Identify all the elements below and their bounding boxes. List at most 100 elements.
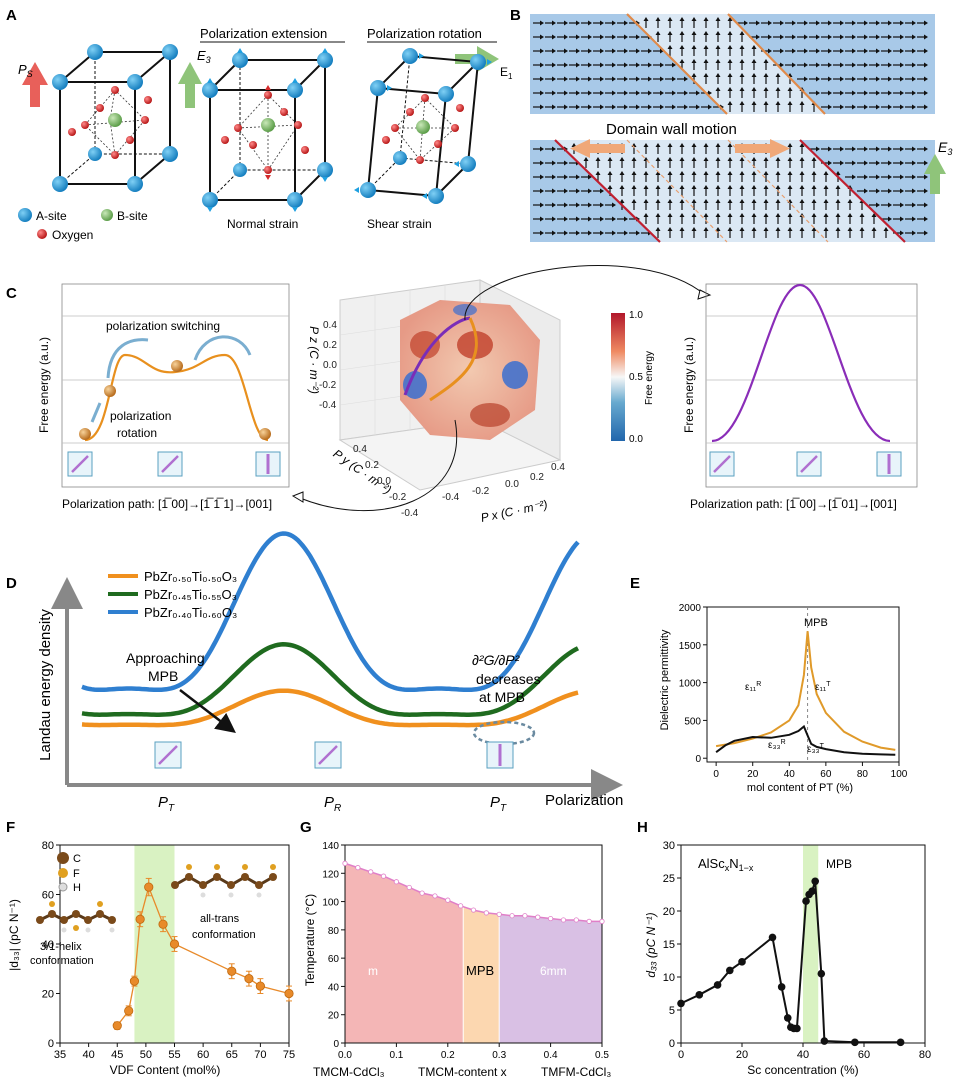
c-connector-top-head bbox=[697, 289, 712, 300]
data-point bbox=[768, 933, 777, 942]
panel-c: C Free energy (a.u.) polarization switch… bbox=[6, 265, 918, 525]
dipole-arrowhead bbox=[787, 87, 793, 91]
dipole-arrowhead bbox=[852, 104, 856, 110]
svg-text:0.0: 0.0 bbox=[505, 479, 519, 490]
dipole-arrowhead bbox=[888, 216, 892, 222]
e3-arrow-b bbox=[924, 154, 946, 194]
dipole-arrowhead bbox=[859, 227, 865, 231]
chart-h: 0 20 40 60 80 0 5 10 15 20 25 30 bbox=[663, 840, 931, 1061]
d-approaching-1: Approaching bbox=[126, 650, 205, 666]
dipole-arrowhead bbox=[552, 48, 556, 54]
data-point bbox=[802, 897, 810, 905]
dipole-arrowhead bbox=[924, 230, 928, 236]
y-tick-label: 100 bbox=[322, 898, 339, 909]
dipole-arrowhead bbox=[852, 48, 856, 54]
dipole-arrowhead bbox=[552, 202, 556, 208]
legend-a: A-site B-site Oxygen bbox=[18, 208, 148, 242]
dipole-arrowhead bbox=[852, 20, 856, 26]
trans-label-1: all-trans bbox=[200, 913, 240, 925]
dipole-arrowhead bbox=[823, 227, 829, 231]
dipole-arrowhead bbox=[883, 227, 889, 231]
g-ylabel: Temperature (°C) bbox=[303, 894, 317, 986]
dipole-arrowhead bbox=[660, 104, 664, 110]
dipole-arrowhead bbox=[828, 160, 832, 166]
dipole-arrowhead bbox=[540, 76, 544, 82]
dipole-arrowhead bbox=[828, 20, 832, 26]
y-tick-label: 1500 bbox=[679, 641, 702, 652]
y-tick-label: 60 bbox=[42, 890, 54, 902]
dipole-arrowhead bbox=[631, 171, 637, 175]
legend-b-site: B-site bbox=[117, 209, 148, 223]
transition-point bbox=[342, 860, 348, 866]
dipole-arrowhead bbox=[924, 174, 928, 180]
dipole-arrowhead bbox=[847, 199, 853, 203]
dipole-arrowhead bbox=[667, 45, 673, 49]
x-tick-label: 0.0 bbox=[338, 1050, 352, 1061]
dipole-arrowhead bbox=[751, 199, 757, 203]
dipole-arrowhead bbox=[924, 146, 928, 152]
c-switch-arrow-right bbox=[193, 335, 252, 361]
svg-text:0.2: 0.2 bbox=[530, 472, 544, 483]
c-left-ylabel: Free energy (a.u.) bbox=[37, 337, 51, 433]
dipole-arrowhead bbox=[715, 73, 721, 77]
dipole-arrowhead bbox=[703, 143, 709, 147]
dipole-arrowhead bbox=[612, 34, 616, 40]
x-tick-label: 40 bbox=[83, 1049, 95, 1061]
c-rotation-arrow bbox=[90, 402, 102, 423]
dipole-arrowhead bbox=[595, 157, 601, 161]
dipole-arrowhead bbox=[859, 213, 865, 217]
svg-text:-0.4: -0.4 bbox=[401, 508, 419, 519]
dipole-arrowhead bbox=[763, 199, 769, 203]
data-point bbox=[738, 958, 746, 966]
c-right-cube-icons bbox=[709, 451, 902, 477]
transition-point bbox=[458, 903, 464, 909]
dipole-arrowhead bbox=[655, 185, 661, 189]
pz-axis-label: P z (C · m⁻²) bbox=[307, 326, 321, 394]
domain-wall-bottom-2 bbox=[799, 139, 906, 243]
dipole-arrowhead bbox=[691, 227, 697, 231]
panel-f: F 35 40 45 50 55 60 65 70 75 0 20 40 60 80 |d₃₃| (pC … bbox=[6, 819, 295, 1077]
dipole-arrowhead bbox=[823, 213, 829, 217]
dipole-arrowhead bbox=[564, 34, 568, 40]
dipole-arrowhead bbox=[900, 76, 904, 82]
y-tick-label: 5 bbox=[669, 1005, 675, 1017]
dipole-arrowhead bbox=[816, 20, 820, 26]
y-tick-label: 20 bbox=[663, 906, 675, 918]
domain-top-vertical-region bbox=[627, 14, 825, 114]
dipole-arrowhead bbox=[888, 34, 892, 40]
dipole-arrowhead bbox=[679, 17, 685, 21]
y-tick-label: 20 bbox=[328, 1011, 340, 1022]
dipole-arrowhead bbox=[912, 20, 916, 26]
dipole-arrowhead bbox=[900, 20, 904, 26]
dipole-arrowhead bbox=[715, 31, 721, 35]
dipole-arrowhead bbox=[876, 104, 880, 110]
x-tick-label: 35 bbox=[54, 1049, 66, 1061]
dipole-arrowhead bbox=[648, 76, 652, 82]
dipole-arrowhead bbox=[631, 185, 637, 189]
dipole-arrowhead bbox=[624, 62, 628, 68]
dipole-arrowhead bbox=[811, 171, 817, 175]
data-point bbox=[158, 919, 168, 929]
h-xlabel: Sc concentration (%) bbox=[747, 1063, 858, 1077]
dipole-arrowhead bbox=[643, 143, 649, 147]
dipole-arrowhead bbox=[576, 48, 580, 54]
dipole-arrowhead bbox=[588, 20, 592, 26]
dipole-arrowhead bbox=[540, 48, 544, 54]
transition-point bbox=[406, 884, 412, 891]
x-tick-label: 55 bbox=[168, 1049, 180, 1061]
h-compound: AlScxN1−x bbox=[698, 856, 754, 873]
dipole-arrowhead bbox=[924, 20, 928, 26]
dipole-arrowhead bbox=[715, 213, 721, 217]
dipole-arrowhead bbox=[864, 146, 868, 152]
c-connector-top bbox=[464, 265, 706, 321]
dipole-arrowhead bbox=[631, 157, 637, 161]
dipole-arrowhead bbox=[828, 34, 832, 40]
dipole-arrowhead bbox=[835, 185, 841, 189]
data-point bbox=[695, 991, 704, 999]
dipole-arrowhead bbox=[727, 157, 733, 161]
x-tick-label: 80 bbox=[919, 1049, 931, 1061]
d-pt-left: PT bbox=[158, 794, 175, 814]
e3-label-b: E3 bbox=[938, 139, 952, 157]
dipole-arrowhead bbox=[672, 90, 676, 96]
dipole-arrowhead bbox=[576, 216, 580, 222]
